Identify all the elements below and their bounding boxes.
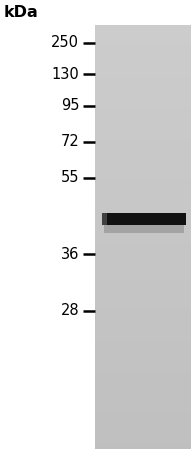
Bar bbox=[96, 374, 191, 380]
Text: 130: 130 bbox=[52, 67, 79, 82]
Bar bbox=[96, 130, 191, 137]
Bar bbox=[96, 120, 191, 126]
Bar bbox=[96, 331, 191, 338]
Bar bbox=[96, 157, 191, 163]
Text: 95: 95 bbox=[61, 98, 79, 113]
Bar bbox=[96, 300, 191, 306]
Bar bbox=[96, 115, 191, 121]
Bar bbox=[96, 77, 191, 84]
Text: 250: 250 bbox=[51, 35, 79, 50]
Bar bbox=[96, 136, 191, 142]
Text: 55: 55 bbox=[61, 170, 79, 185]
Bar bbox=[96, 51, 191, 57]
Bar bbox=[96, 83, 191, 89]
Bar bbox=[102, 213, 186, 225]
Bar bbox=[96, 125, 191, 131]
Bar bbox=[96, 337, 191, 343]
Bar bbox=[96, 268, 191, 274]
Bar bbox=[96, 284, 191, 290]
Text: 36: 36 bbox=[61, 247, 79, 262]
Bar bbox=[96, 109, 191, 116]
Bar bbox=[96, 363, 191, 369]
Bar bbox=[96, 390, 191, 396]
Bar bbox=[96, 40, 191, 47]
Bar bbox=[96, 358, 191, 364]
Bar bbox=[96, 210, 191, 216]
Bar bbox=[96, 204, 191, 211]
Bar bbox=[96, 236, 191, 243]
Bar bbox=[96, 215, 191, 221]
Bar bbox=[96, 189, 191, 195]
Bar bbox=[96, 167, 191, 174]
Bar bbox=[96, 400, 191, 406]
Bar bbox=[96, 353, 191, 359]
Bar bbox=[96, 347, 191, 354]
Bar bbox=[96, 432, 191, 438]
Bar bbox=[96, 263, 191, 269]
Bar bbox=[96, 152, 191, 158]
Bar bbox=[96, 225, 191, 232]
Bar bbox=[96, 421, 191, 428]
Bar bbox=[96, 88, 191, 94]
Bar bbox=[96, 62, 191, 68]
Bar bbox=[96, 437, 191, 443]
Bar bbox=[96, 427, 191, 433]
Bar bbox=[96, 141, 191, 147]
Bar bbox=[96, 242, 191, 248]
Bar bbox=[96, 94, 191, 100]
Bar bbox=[96, 220, 191, 226]
Bar bbox=[96, 25, 191, 31]
Bar bbox=[96, 315, 191, 322]
Bar bbox=[96, 99, 191, 105]
Bar bbox=[96, 104, 191, 110]
Bar bbox=[96, 279, 191, 285]
Bar bbox=[104, 225, 184, 233]
Bar bbox=[96, 184, 191, 189]
Bar bbox=[96, 257, 191, 264]
Bar bbox=[96, 379, 191, 385]
Bar bbox=[96, 321, 191, 327]
Bar bbox=[96, 273, 191, 279]
Bar bbox=[96, 305, 191, 311]
Bar bbox=[96, 247, 191, 253]
Bar bbox=[96, 231, 191, 237]
Bar bbox=[96, 384, 191, 391]
Bar bbox=[96, 162, 191, 168]
Text: 72: 72 bbox=[61, 134, 79, 149]
Bar bbox=[96, 30, 191, 36]
Bar bbox=[96, 46, 191, 52]
Bar bbox=[96, 310, 191, 316]
Bar bbox=[96, 178, 191, 184]
Bar bbox=[96, 289, 191, 295]
Bar bbox=[96, 67, 191, 73]
Bar bbox=[96, 173, 191, 179]
Bar bbox=[96, 199, 191, 205]
Bar bbox=[96, 146, 191, 153]
Bar bbox=[96, 395, 191, 401]
Bar bbox=[96, 72, 191, 78]
Text: kDa: kDa bbox=[4, 5, 39, 20]
Bar bbox=[96, 411, 191, 417]
Bar bbox=[96, 405, 191, 412]
Bar bbox=[96, 36, 191, 41]
Bar bbox=[96, 416, 191, 422]
Text: 28: 28 bbox=[61, 303, 79, 318]
Bar bbox=[102, 213, 107, 225]
Bar bbox=[96, 252, 191, 258]
Bar bbox=[96, 369, 191, 374]
Bar bbox=[96, 57, 191, 63]
Bar bbox=[96, 442, 191, 449]
Bar bbox=[96, 194, 191, 200]
Bar bbox=[96, 294, 191, 301]
Bar bbox=[96, 342, 191, 348]
Bar bbox=[96, 326, 191, 332]
